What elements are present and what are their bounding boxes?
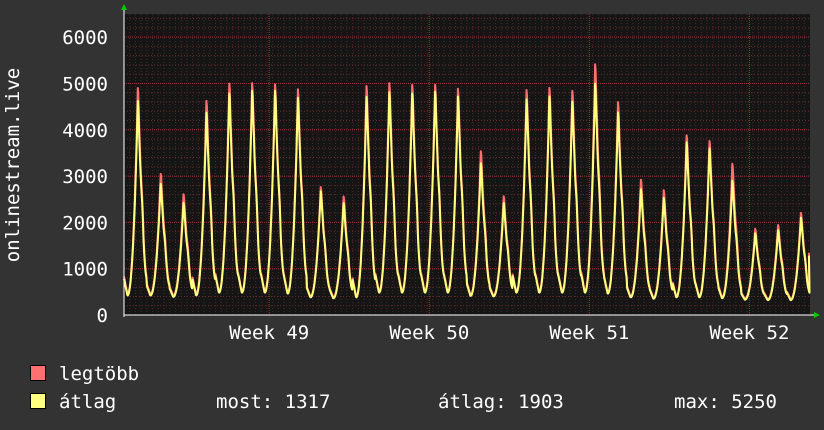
y-axis-arrow [121,4,127,10]
legend-item-avg: átlag [30,391,116,413]
stat-now: most: 1317 [216,391,331,413]
stat-max: max: 5250 [674,391,777,413]
y-tick-label: 2000 [62,212,108,234]
legend-item-max: legtöbb [30,363,139,385]
y-tick-label: 1000 [62,259,108,281]
y-axis-title: onlinestream.live [2,68,24,262]
x-tick-label: Week 52 [709,322,789,344]
legend-label-max: legtöbb [59,363,140,385]
legend-swatch-avg [30,393,46,409]
x-tick-label: Week 50 [389,322,469,344]
stat-avg: átlag: 1903 [438,391,564,413]
y-tick-label: 5000 [62,73,108,95]
y-tick-label: 6000 [62,27,108,49]
x-tick-label: Week 51 [549,322,629,344]
legend-swatch-max [30,365,46,381]
legend-label-avg: átlag [59,391,117,413]
x-tick-label: Week 49 [229,322,309,344]
x-axis-arrow [814,312,820,318]
y-tick-label: 0 [97,305,108,327]
series-line-avg [123,82,811,302]
y-tick-label: 4000 [62,120,108,142]
y-tick-label: 3000 [62,166,108,188]
